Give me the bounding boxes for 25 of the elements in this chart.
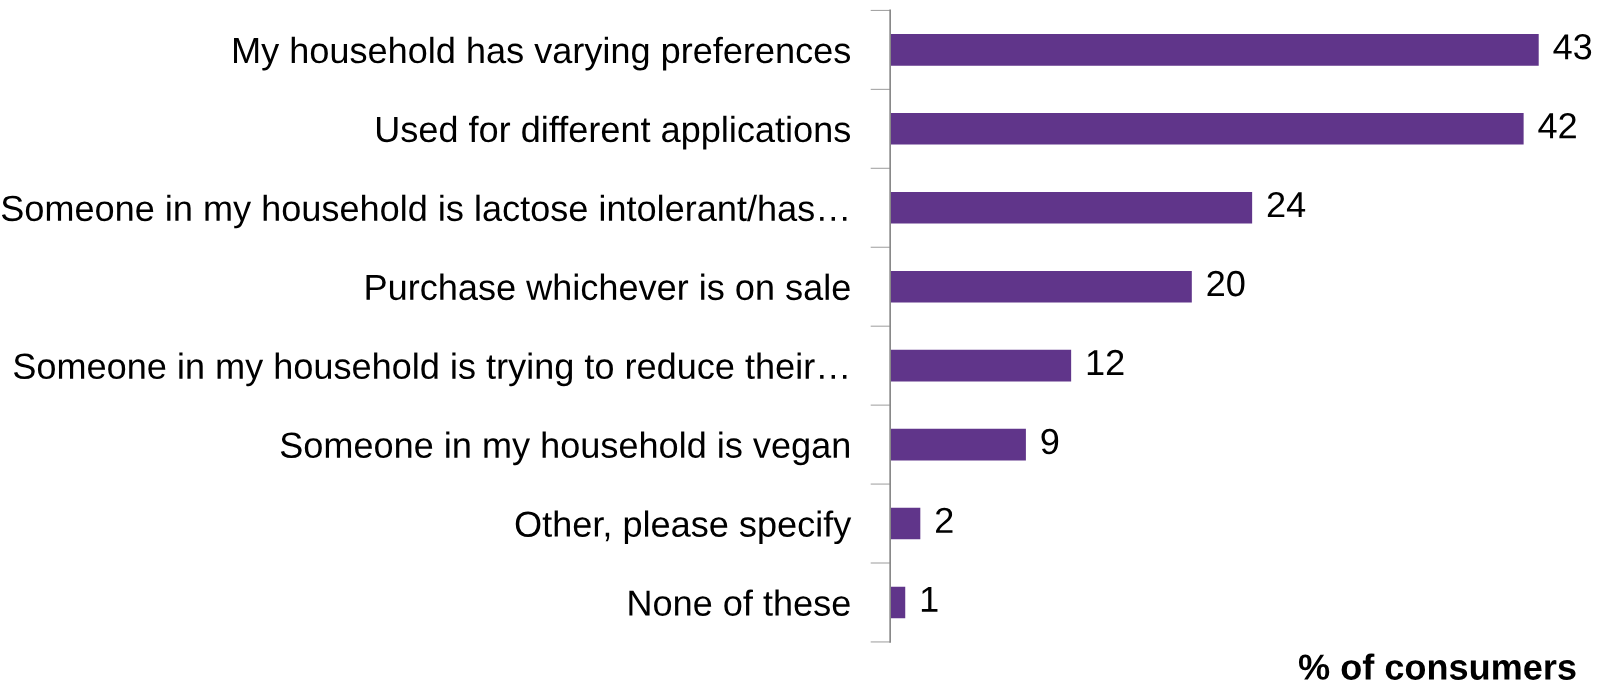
y-tick-label: Someone in my household is vegan — [280, 431, 849, 466]
data-label: 2 — [936, 507, 953, 533]
x-axis-title: % of consumers — [1298, 653, 1576, 680]
data-label: 43 — [1553, 34, 1592, 60]
bar — [890, 507, 921, 540]
bar — [890, 34, 1539, 66]
y-tick-label: Someone in my household is lactose intolerant/has… — [1, 194, 847, 229]
bar — [890, 113, 1524, 145]
y-tick-label: Used for different applications — [376, 115, 850, 150]
data-label: 20 — [1207, 270, 1245, 297]
bar — [890, 191, 1253, 224]
bar — [890, 349, 1072, 382]
bar — [890, 586, 906, 619]
y-tick-label: Someone in my household is trying to reduce their… — [13, 352, 847, 387]
data-label: 24 — [1267, 191, 1306, 218]
y-tick-label: None of these — [629, 589, 850, 616]
y-tick-label: My household has varying preferences — [234, 36, 851, 71]
data-label: 12 — [1087, 349, 1124, 375]
data-label: 42 — [1538, 112, 1576, 139]
data-label: 9 — [1041, 428, 1059, 455]
data-label: 1 — [921, 586, 938, 612]
bar — [890, 270, 1192, 303]
y-tick-label: Purchase whichever is on sale — [366, 273, 850, 301]
y-tick-label: Other, please specify — [515, 510, 852, 545]
bar — [890, 428, 1026, 461]
